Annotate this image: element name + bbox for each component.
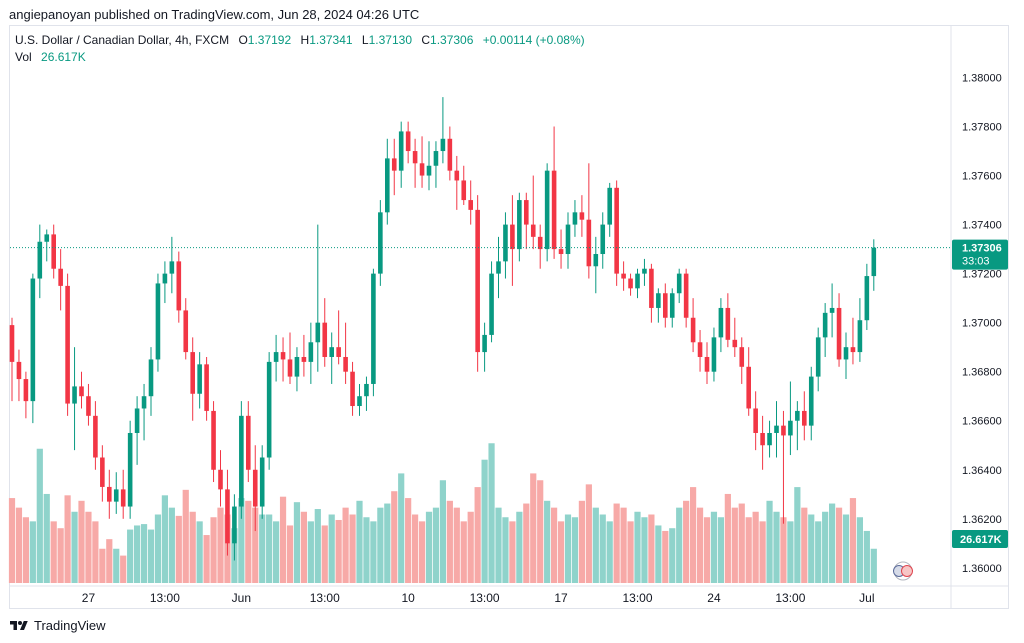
close-label: C [421, 33, 431, 47]
close-value: 1.37306 [430, 33, 474, 47]
tradingview-brand[interactable]: TradingView [34, 618, 106, 633]
footer: TradingView [9, 618, 106, 633]
low-label: L [361, 33, 369, 47]
high-value: 1.37341 [309, 33, 353, 47]
volume-legend: Vol 26.617K [15, 50, 86, 64]
high-label: H [300, 33, 310, 47]
symbol-title[interactable]: U.S. Dollar / Canadian Dollar, 4h, FXCM [15, 33, 230, 47]
volume-label[interactable]: Vol [15, 50, 32, 64]
open-value: 1.37192 [247, 33, 292, 47]
tradingview-logo-icon[interactable] [9, 619, 29, 633]
chart-frame[interactable] [9, 25, 1009, 609]
symbol-legend: U.S. Dollar / Canadian Dollar, 4h, FXCM … [15, 33, 585, 47]
publish-caption: angiepanoyan published on TradingView.co… [9, 7, 420, 22]
volume-value: 26.617K [41, 50, 86, 64]
low-value: 1.37130 [368, 33, 412, 47]
change-value: +0.00114 (+0.08%) [482, 33, 585, 47]
open-label: O [238, 33, 248, 47]
